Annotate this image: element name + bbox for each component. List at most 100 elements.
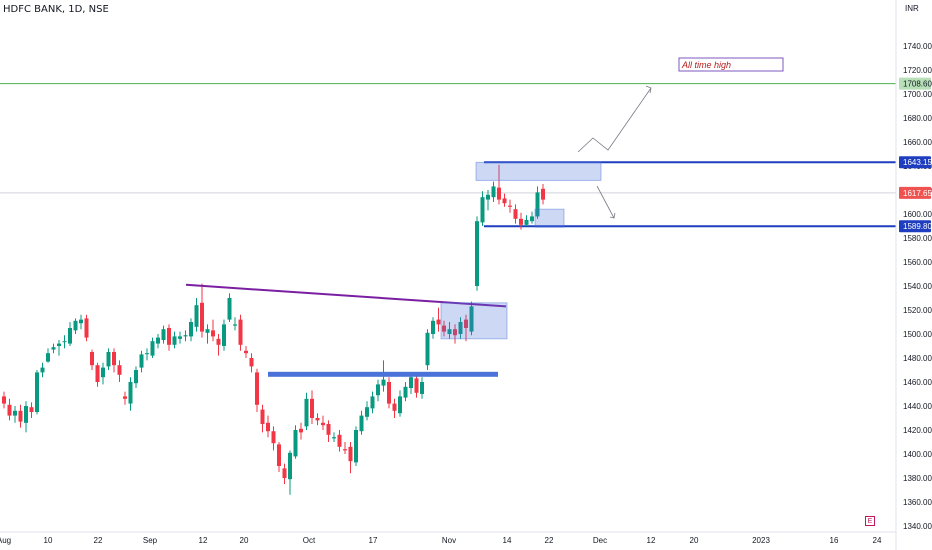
candle[interactable] [178, 331, 182, 344]
candle[interactable] [106, 348, 111, 370]
candle[interactable] [145, 348, 149, 361]
candle[interactable] [398, 390, 402, 417]
candle[interactable] [189, 318, 193, 342]
candle[interactable] [436, 307, 441, 332]
candle[interactable] [354, 426, 358, 466]
candle[interactable] [282, 463, 287, 484]
descending-trendline[interactable] [185, 283, 507, 308]
candle[interactable] [222, 319, 226, 351]
candle[interactable] [128, 377, 133, 411]
candle[interactable] [475, 216, 479, 291]
candle[interactable] [271, 426, 276, 451]
candle[interactable] [57, 340, 61, 356]
candle[interactable] [51, 343, 56, 354]
candle[interactable] [18, 404, 23, 428]
candle[interactable] [150, 337, 155, 358]
candle[interactable] [260, 404, 265, 433]
candle[interactable] [376, 379, 380, 402]
all-time-high-box[interactable] [678, 57, 784, 72]
events-button[interactable]: E [865, 516, 875, 526]
symbol-header[interactable]: HDFC BANK, 1D, NSE [3, 4, 109, 15]
candle[interactable] [299, 422, 303, 440]
candle[interactable] [172, 331, 177, 349]
candle[interactable] [90, 349, 94, 370]
candle[interactable] [134, 366, 138, 388]
breakout-zone-bar[interactable] [268, 371, 498, 377]
candle[interactable] [84, 314, 89, 342]
candle[interactable] [524, 215, 529, 226]
candle[interactable] [403, 382, 408, 402]
candle[interactable] [519, 212, 523, 230]
candle[interactable] [293, 425, 298, 459]
candle[interactable] [244, 346, 248, 358]
candle[interactable] [359, 410, 364, 435]
candle[interactable] [304, 392, 309, 430]
candle[interactable] [79, 314, 83, 330]
bearish-projection-arrow[interactable] [596, 185, 615, 219]
candle[interactable] [266, 415, 270, 438]
candle[interactable] [370, 391, 375, 414]
candle[interactable] [123, 391, 127, 405]
candle[interactable] [508, 199, 512, 213]
candle[interactable] [321, 415, 325, 430]
candle[interactable] [310, 390, 314, 424]
candle[interactable] [13, 406, 17, 423]
candle[interactable] [486, 190, 490, 211]
candle[interactable] [442, 320, 446, 337]
candle[interactable] [46, 348, 50, 363]
candle[interactable] [425, 329, 430, 370]
candle[interactable] [73, 318, 78, 334]
candle[interactable] [227, 293, 232, 322]
candle[interactable] [541, 184, 545, 205]
candle[interactable] [530, 211, 534, 224]
candle[interactable] [161, 325, 166, 344]
candle[interactable] [238, 314, 243, 351]
candle[interactable] [288, 450, 292, 495]
candle[interactable] [343, 442, 347, 454]
candle[interactable] [40, 362, 45, 378]
candle[interactable] [365, 401, 369, 421]
candle[interactable] [139, 350, 144, 373]
candle[interactable] [117, 360, 122, 382]
candle[interactable] [7, 398, 12, 421]
consolidation-box[interactable] [440, 302, 508, 340]
candle[interactable] [2, 391, 6, 409]
candle[interactable] [469, 301, 474, 336]
candle[interactable] [513, 204, 518, 224]
candle[interactable] [480, 191, 485, 226]
candle[interactable] [101, 362, 105, 385]
candle[interactable] [332, 432, 336, 442]
candle[interactable] [167, 324, 171, 351]
resistance-zone-box[interactable] [475, 161, 602, 181]
candle[interactable] [464, 314, 468, 342]
candle[interactable] [156, 334, 160, 349]
candle[interactable] [497, 164, 501, 205]
candle[interactable] [414, 374, 419, 398]
candle[interactable] [249, 353, 254, 373]
candle[interactable] [453, 324, 457, 344]
candle[interactable] [194, 298, 199, 332]
candle[interactable] [387, 377, 391, 409]
candle[interactable] [447, 322, 452, 339]
candle[interactable] [62, 335, 67, 349]
candle[interactable] [535, 186, 540, 219]
candle[interactable] [216, 334, 221, 356]
candle[interactable] [205, 324, 210, 344]
candle[interactable] [458, 317, 463, 339]
candle[interactable] [326, 420, 331, 442]
candle[interactable] [431, 317, 435, 339]
candle[interactable] [183, 330, 188, 342]
pullback-zone-box[interactable] [534, 208, 565, 228]
candle[interactable] [255, 368, 259, 412]
candle[interactable] [95, 362, 100, 387]
candle[interactable] [35, 370, 39, 415]
bullish-projection-arrow[interactable] [577, 87, 652, 153]
candle[interactable] [315, 413, 320, 426]
candle[interactable] [337, 430, 342, 452]
candle[interactable] [200, 283, 204, 338]
candle[interactable] [233, 317, 237, 331]
candle[interactable] [112, 348, 116, 373]
candle[interactable] [420, 377, 424, 399]
candle[interactable] [68, 322, 72, 346]
